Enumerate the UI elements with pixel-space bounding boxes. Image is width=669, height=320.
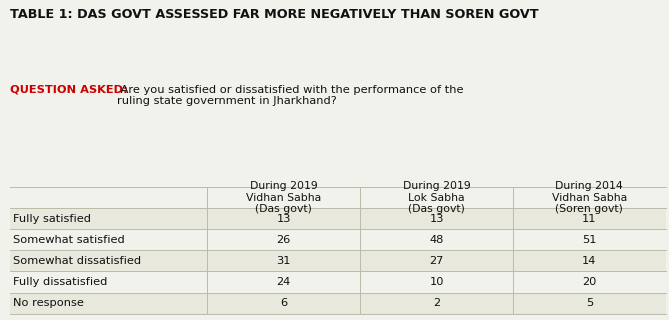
Text: 24: 24 (277, 277, 291, 287)
Text: 27: 27 (429, 256, 444, 266)
Text: 26: 26 (277, 235, 291, 245)
Text: 13: 13 (276, 214, 291, 224)
Bar (10, 250, 666, 271)
Text: During 2019
Lok Sabha
(Das govt): During 2019 Lok Sabha (Das govt) (403, 181, 470, 214)
Bar (10, 208, 666, 229)
Text: During 2019
Vidhan Sabha
(Das govt): During 2019 Vidhan Sabha (Das govt) (246, 181, 321, 214)
Text: Fully satisfied: Fully satisfied (13, 214, 92, 224)
Text: Are you satisfied or dissatisfied with the performance of the
ruling state gover: Are you satisfied or dissatisfied with t… (117, 85, 464, 106)
Text: 6: 6 (280, 298, 287, 308)
Text: Fully dissatisfied: Fully dissatisfied (13, 277, 108, 287)
Text: TABLE 1: DAS GOVT ASSESSED FAR MORE NEGATIVELY THAN SOREN GOVT: TABLE 1: DAS GOVT ASSESSED FAR MORE NEGA… (10, 8, 539, 21)
Text: 14: 14 (582, 256, 597, 266)
Text: 20: 20 (582, 277, 597, 287)
Text: 13: 13 (429, 214, 444, 224)
Text: 2: 2 (433, 298, 440, 308)
Text: 5: 5 (585, 298, 593, 308)
Bar (10, 229, 666, 250)
Text: 48: 48 (429, 235, 444, 245)
Text: QUESTION ASKED:: QUESTION ASKED: (10, 85, 128, 95)
Text: Somewhat dissatisfied: Somewhat dissatisfied (13, 256, 142, 266)
Text: No response: No response (13, 298, 84, 308)
Text: 51: 51 (582, 235, 597, 245)
Text: 10: 10 (429, 277, 444, 287)
Text: 11: 11 (582, 214, 597, 224)
Text: Somewhat satisfied: Somewhat satisfied (13, 235, 125, 245)
Bar (10, 292, 666, 314)
Text: During 2014
Vidhan Sabha
(Soren govt): During 2014 Vidhan Sabha (Soren govt) (552, 181, 627, 214)
Bar (10, 271, 666, 292)
Text: 31: 31 (276, 256, 291, 266)
